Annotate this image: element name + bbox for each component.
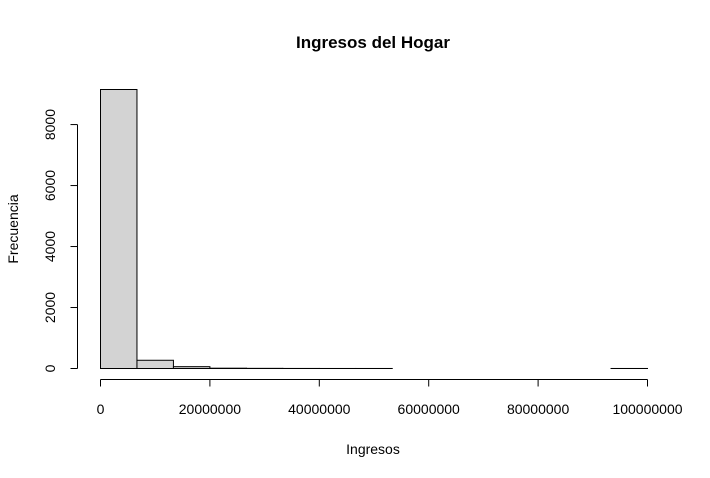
y-axis: 0 2000 4000 6000 8000 <box>42 109 78 372</box>
histogram-bar <box>136 359 174 369</box>
chart-title: Ingresos del Hogar <box>296 33 450 52</box>
x-tick-label: 100000000 <box>612 401 682 417</box>
x-tick-label: 0 <box>97 401 105 417</box>
x-axis-label: Ingresos <box>346 441 400 457</box>
x-tick-label: 20000000 <box>179 401 242 417</box>
y-tick-label: 0 <box>42 364 58 372</box>
y-tick-label: 2000 <box>42 292 58 323</box>
histogram-bars <box>100 89 648 370</box>
x-tick-label: 60000000 <box>398 401 461 417</box>
histogram-bar <box>100 89 138 369</box>
y-tick-label: 4000 <box>42 231 58 262</box>
histogram-bar <box>172 366 211 370</box>
x-tick-label: 40000000 <box>288 401 351 417</box>
y-axis-label: Frecuencia <box>5 194 21 263</box>
y-tick-label: 8000 <box>42 109 58 140</box>
x-axis: 0 20000000 40000000 60000000 80000000 1000000… <box>97 379 683 417</box>
x-tick-label: 80000000 <box>507 401 570 417</box>
y-tick-label: 6000 <box>42 170 58 201</box>
